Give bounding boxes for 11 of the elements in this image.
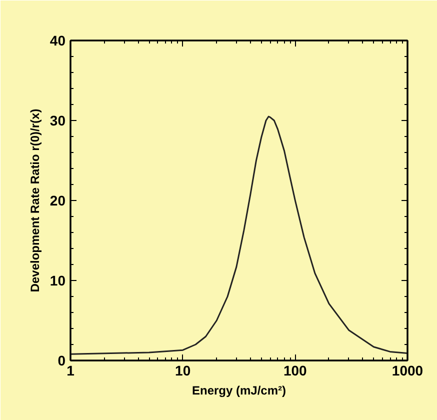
- y-tick-label: 0: [58, 352, 66, 368]
- x-axis-title: Energy (mJ/cm²): [192, 384, 286, 398]
- y-axis-title: Development Rate Ratio r(0)/r(x): [28, 108, 42, 292]
- y-tick-label: 30: [50, 112, 66, 128]
- y-tick-label: 40: [50, 32, 66, 48]
- x-tick-label: 1000: [392, 362, 424, 378]
- x-tick-label: 100: [283, 362, 308, 378]
- x-tick-label: 10: [175, 362, 191, 378]
- y-tick-label: 10: [50, 272, 66, 288]
- y-tick-label: 20: [50, 192, 66, 208]
- x-tick-label: 1: [66, 362, 75, 378]
